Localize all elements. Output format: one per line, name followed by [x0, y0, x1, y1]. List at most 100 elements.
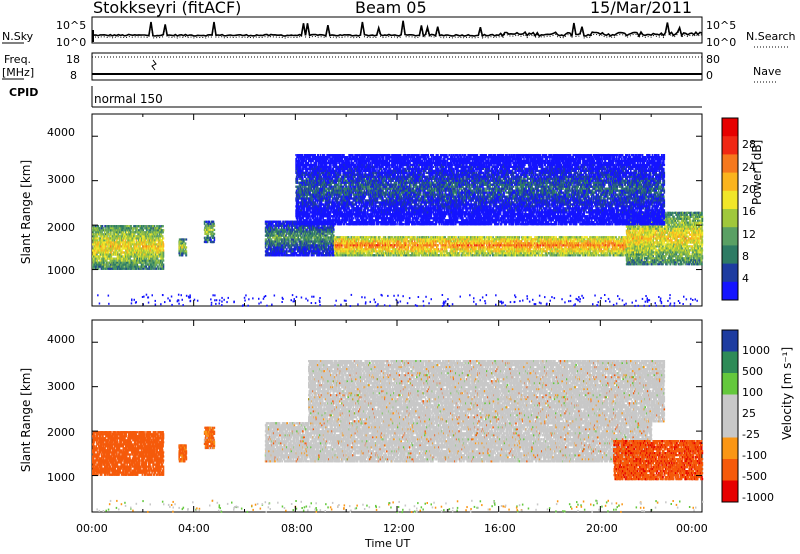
power-cell — [131, 241, 133, 243]
power-cell — [117, 239, 119, 241]
power-cell — [213, 241, 215, 243]
power-cell — [124, 262, 126, 264]
power-cell — [128, 251, 130, 253]
power-cell — [286, 227, 288, 229]
power-cell — [97, 235, 99, 237]
power-cell — [99, 227, 101, 229]
power-cell — [93, 233, 95, 235]
power-cell — [213, 221, 215, 223]
power-cell — [206, 233, 208, 235]
power-cell — [96, 258, 98, 260]
power-cell — [180, 248, 182, 250]
power-cell — [103, 239, 105, 241]
power-cell — [118, 233, 120, 235]
power-cell — [101, 231, 103, 233]
power-cell — [131, 245, 133, 247]
power-cell — [292, 231, 294, 233]
power-cell — [92, 231, 94, 233]
power-cell — [277, 229, 279, 231]
power-cell — [162, 231, 164, 233]
power-cell — [140, 235, 142, 237]
power-cell — [283, 248, 285, 250]
power-cell — [136, 268, 138, 270]
power-cell — [289, 225, 291, 227]
power-cell — [185, 248, 187, 250]
power-cell — [159, 225, 161, 227]
power-cell — [121, 260, 123, 262]
power-cell — [147, 233, 149, 235]
power-cell — [103, 247, 105, 249]
power-cell — [144, 258, 146, 260]
power-cell — [131, 262, 133, 264]
power-cell — [153, 258, 155, 260]
power-cell — [158, 268, 160, 270]
power-cell — [123, 266, 125, 268]
power-cell — [276, 227, 278, 229]
power-cell — [151, 229, 153, 231]
power-cell — [152, 253, 154, 255]
power-cell — [185, 242, 187, 244]
power-cell — [204, 223, 206, 225]
power-cell — [127, 225, 129, 227]
power-cell — [103, 227, 105, 229]
power-cell — [142, 227, 144, 229]
power-cell — [162, 235, 164, 237]
power-cell — [131, 225, 133, 227]
power-cell — [97, 260, 99, 262]
power-cell — [163, 249, 165, 251]
power-cell — [160, 247, 162, 249]
power-cell — [102, 235, 104, 237]
power-cell — [100, 237, 102, 239]
power-cell — [114, 260, 116, 262]
power-cell — [163, 264, 165, 266]
power-cell — [142, 262, 144, 264]
power-cell — [268, 238, 270, 240]
power-cell — [106, 235, 108, 237]
power-cell — [285, 240, 287, 242]
power-cell — [146, 262, 148, 264]
power-cell — [129, 239, 131, 241]
power-cell — [157, 233, 159, 235]
power-cell — [96, 237, 98, 239]
power-cell — [97, 239, 99, 241]
power-cell — [158, 255, 160, 257]
power-cell — [93, 260, 95, 262]
power-cell — [112, 237, 114, 239]
power-cell — [133, 235, 135, 237]
power-cell — [280, 236, 282, 238]
power-cell — [283, 221, 285, 223]
power-cell — [104, 237, 106, 239]
power-cell — [102, 225, 104, 227]
power-cell — [115, 264, 117, 266]
power-cell — [289, 242, 291, 244]
power-cell — [120, 241, 122, 243]
power-cell — [125, 239, 127, 241]
power-cell — [186, 254, 188, 256]
power-cell — [212, 227, 214, 229]
power-cell — [181, 242, 183, 244]
power-cell — [123, 231, 125, 233]
power-cell — [284, 229, 286, 231]
power-cell — [147, 249, 149, 251]
power-cell — [136, 260, 138, 262]
power-cell — [206, 221, 208, 223]
power-cell — [210, 239, 212, 241]
power-cell — [284, 252, 286, 254]
power-cell — [146, 229, 148, 231]
power-cell — [121, 253, 123, 255]
power-cell — [214, 229, 216, 231]
power-cell — [273, 233, 275, 235]
power-cell — [279, 254, 281, 256]
power-cell — [106, 260, 108, 262]
power-cell — [214, 239, 216, 241]
power-cell — [115, 249, 117, 251]
power-cell — [286, 250, 288, 252]
power-cell — [134, 241, 136, 243]
power-cell — [284, 233, 286, 235]
power-cell — [142, 264, 144, 266]
power-cell — [109, 235, 111, 237]
power-cell — [132, 243, 134, 245]
power-cell — [163, 255, 165, 257]
power-cell — [153, 251, 155, 253]
